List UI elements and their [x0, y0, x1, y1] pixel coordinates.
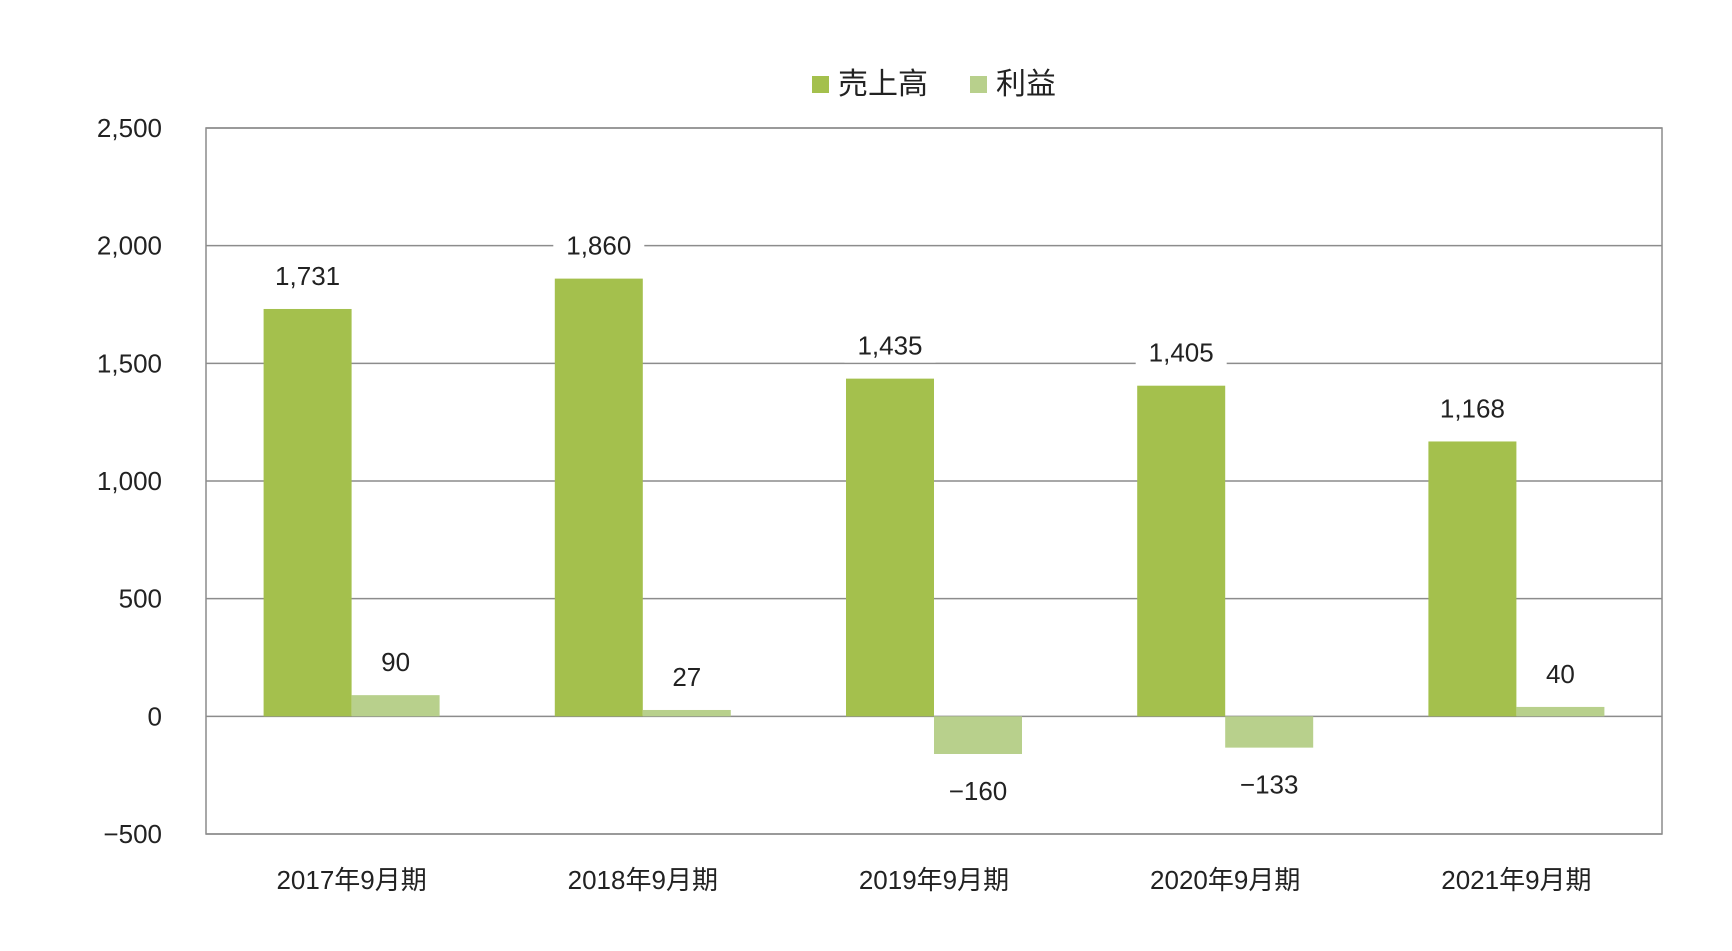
bar-profit-0 — [351, 695, 440, 717]
bar-sales-2 — [846, 378, 934, 717]
data-label-sales: 1,168 — [1440, 393, 1505, 423]
data-label-bg — [1231, 767, 1308, 802]
x-category-label: 2021年9月期 — [1441, 865, 1591, 895]
legend: 売上高 利益 — [812, 68, 1056, 101]
data-labels: 1,731 90 1,860 27 1,435 −160 1,405 −133 1,168 40 — [262, 228, 1584, 808]
data-label-bg — [844, 328, 936, 363]
y-tick-label: 2,000 — [97, 231, 162, 261]
data-label-profit: −160 — [949, 776, 1008, 806]
data-label-bg — [663, 659, 710, 694]
legend-label-profit: 利益 — [996, 68, 1056, 101]
data-label-profit: 27 — [672, 662, 701, 692]
x-category-label: 2017年9月期 — [276, 865, 426, 895]
data-label-bg — [372, 645, 419, 680]
bar-sales-0 — [263, 308, 352, 717]
plot-frame — [205, 127, 1663, 835]
data-label-profit: 90 — [381, 647, 410, 677]
bar-sales-4 — [1428, 441, 1517, 717]
y-axis: −500 0 500 1,000 1,500 2,000 2,500 — [97, 113, 162, 849]
data-label-sales: 1,405 — [1149, 338, 1214, 368]
bars — [263, 278, 1605, 754]
data-label-bg — [1537, 656, 1584, 691]
bar-profit-3 — [1225, 716, 1314, 748]
data-label-bg — [1426, 391, 1518, 426]
plot-border — [205, 127, 1663, 835]
y-tick-label: 1,000 — [97, 466, 162, 496]
y-tick-label: 1,500 — [97, 348, 162, 378]
bar-profit-2 — [934, 716, 1022, 754]
data-label-profit: −133 — [1240, 770, 1299, 800]
data-label-bg — [1135, 335, 1227, 370]
x-category-label: 2018年9月期 — [568, 865, 718, 895]
x-category-label: 2019年9月期 — [859, 865, 1009, 895]
bar-profit-1 — [642, 709, 731, 717]
data-label-bg — [553, 228, 645, 263]
legend-swatch-profit — [970, 76, 987, 93]
y-tick-label: −500 — [103, 819, 162, 849]
bar-sales-1 — [554, 278, 643, 717]
legend-swatch-sales — [812, 76, 829, 93]
x-axis: 2017年9月期 2018年9月期 2019年9月期 2020年9月期 2021年9月期 — [276, 865, 1591, 895]
data-label-bg — [940, 773, 1016, 808]
bar-sales-3 — [1137, 385, 1226, 717]
y-tick-label: 2,500 — [97, 113, 162, 143]
bar-profit-4 — [1516, 706, 1605, 717]
y-tick-label: 0 — [148, 701, 162, 731]
legend-label-sales: 売上高 — [838, 68, 928, 101]
data-label-sales: 1,860 — [566, 231, 631, 261]
data-label-sales: 1,731 — [275, 261, 340, 291]
data-label-profit: 40 — [1546, 659, 1575, 689]
x-category-label: 2020年9月期 — [1150, 865, 1300, 895]
data-label-sales: 1,435 — [857, 331, 922, 361]
data-label-bg — [262, 258, 354, 293]
y-tick-label: 500 — [119, 584, 162, 614]
